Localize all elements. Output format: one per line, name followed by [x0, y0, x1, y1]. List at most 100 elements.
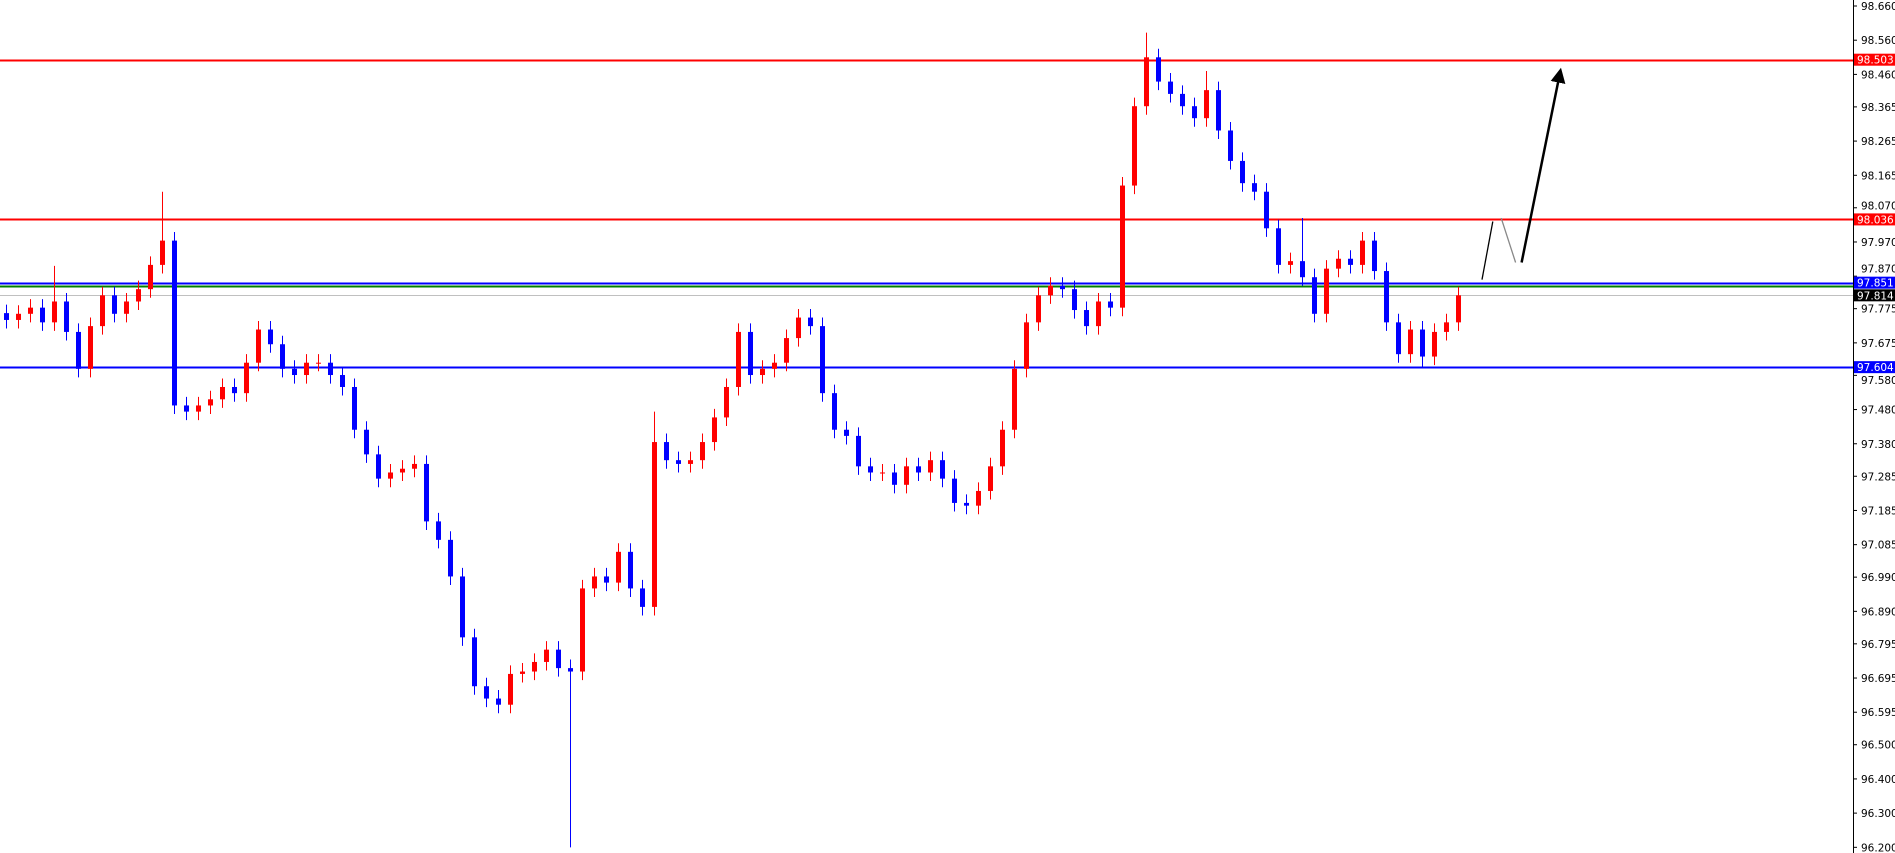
level-label: 98.503 — [1857, 55, 1894, 67]
candle-body — [1132, 106, 1137, 186]
y-tick-label: 96.200 — [1861, 842, 1895, 853]
candle-body — [172, 240, 177, 406]
candle-body — [412, 463, 417, 469]
y-tick-label: 98.070 — [1861, 200, 1895, 212]
candle-body — [136, 289, 141, 302]
y-tick-label: 97.775 — [1861, 304, 1895, 316]
candle-body — [304, 362, 309, 376]
y-tick-label: 98.560 — [1861, 35, 1895, 47]
candle-body — [400, 468, 405, 473]
candle-body — [1228, 130, 1233, 161]
candle-body — [916, 466, 921, 473]
candle-body — [1336, 258, 1341, 269]
y-tick-label: 97.675 — [1861, 338, 1895, 350]
candle-body — [1096, 301, 1101, 327]
candle-body — [892, 472, 897, 485]
level-label: 97.604 — [1857, 362, 1894, 374]
candle-body — [976, 490, 981, 506]
y-tick-label: 98.365 — [1861, 102, 1895, 114]
horizontal-levels — [0, 59, 1853, 369]
candle-body — [592, 576, 597, 589]
candle-body — [88, 326, 93, 369]
candle-body — [1324, 268, 1329, 314]
candle-body — [1444, 322, 1449, 332]
candle-body — [736, 331, 741, 387]
candle-body — [628, 551, 633, 589]
candle-body — [808, 317, 813, 327]
trend-line — [1500, 217, 1517, 263]
y-tick-label: 96.695 — [1861, 673, 1895, 685]
candle-body — [1240, 160, 1245, 184]
candle-body — [1288, 261, 1293, 265]
level-label-bg — [1854, 361, 1895, 374]
candle-body — [268, 329, 273, 345]
candle-body — [532, 661, 537, 672]
candle-body — [40, 307, 45, 323]
candle-body — [544, 649, 549, 662]
candle-body — [952, 478, 957, 503]
y-tick-label: 97.285 — [1861, 471, 1895, 483]
candle-body — [796, 317, 801, 339]
candle-body — [1264, 191, 1269, 229]
candle-body — [280, 344, 285, 369]
y-tick-label: 97.970 — [1861, 237, 1895, 249]
candle-body — [364, 429, 369, 455]
candle-body — [112, 295, 117, 314]
candle-body — [484, 686, 489, 699]
candle-body — [604, 576, 609, 583]
candle-body — [820, 326, 825, 394]
candle-body — [376, 454, 381, 479]
trend-arrow — [1520, 67, 1566, 263]
candle-body — [640, 588, 645, 607]
candle-body — [760, 368, 765, 376]
y-tick-label: 98.265 — [1861, 136, 1895, 148]
candle-body — [928, 460, 933, 473]
candle-body — [196, 405, 201, 412]
candle-body — [1384, 271, 1389, 323]
candle-body — [856, 435, 861, 467]
candle-body — [1036, 295, 1041, 323]
trend-line — [1481, 221, 1494, 280]
level-label-bg — [1854, 213, 1895, 226]
candle-body — [388, 472, 393, 479]
candle-body — [76, 331, 81, 369]
y-tick-label: 98.660 — [1861, 1, 1895, 13]
candle-body — [352, 386, 357, 430]
candles — [4, 32, 1461, 848]
candle-body — [1192, 106, 1197, 119]
y-tick-label: 97.380 — [1861, 439, 1895, 451]
candle-body — [340, 375, 345, 387]
candle-body — [520, 671, 525, 674]
candle-body — [1456, 295, 1461, 323]
candle-body — [148, 264, 153, 290]
candle-body — [700, 442, 705, 461]
candle-body — [508, 673, 513, 705]
candle-body — [844, 429, 849, 436]
candle-body — [460, 576, 465, 638]
candle-body — [220, 386, 225, 400]
candle-body — [124, 301, 129, 314]
y-tick-label: 96.990 — [1861, 572, 1895, 584]
candle-body — [568, 668, 573, 672]
y-tick-label: 96.300 — [1861, 808, 1895, 820]
candle-body — [52, 301, 57, 323]
candle-body — [100, 295, 105, 327]
candle-body — [1252, 183, 1257, 192]
candle-body — [1072, 289, 1077, 311]
candle-body — [940, 460, 945, 479]
candle-body — [1312, 277, 1317, 314]
candle-body — [1348, 258, 1353, 265]
candle-body — [772, 362, 777, 369]
candle-body — [448, 539, 453, 577]
candle-body — [232, 386, 237, 394]
candle-body — [292, 368, 297, 376]
level-label-bg — [1854, 289, 1895, 302]
candle-body — [724, 386, 729, 418]
candle-body — [1060, 285, 1065, 290]
candle-body — [244, 362, 249, 394]
candle-body — [1360, 240, 1365, 265]
y-tick-label: 97.085 — [1861, 540, 1895, 552]
candle-body — [652, 442, 657, 607]
candle-body — [16, 313, 21, 320]
